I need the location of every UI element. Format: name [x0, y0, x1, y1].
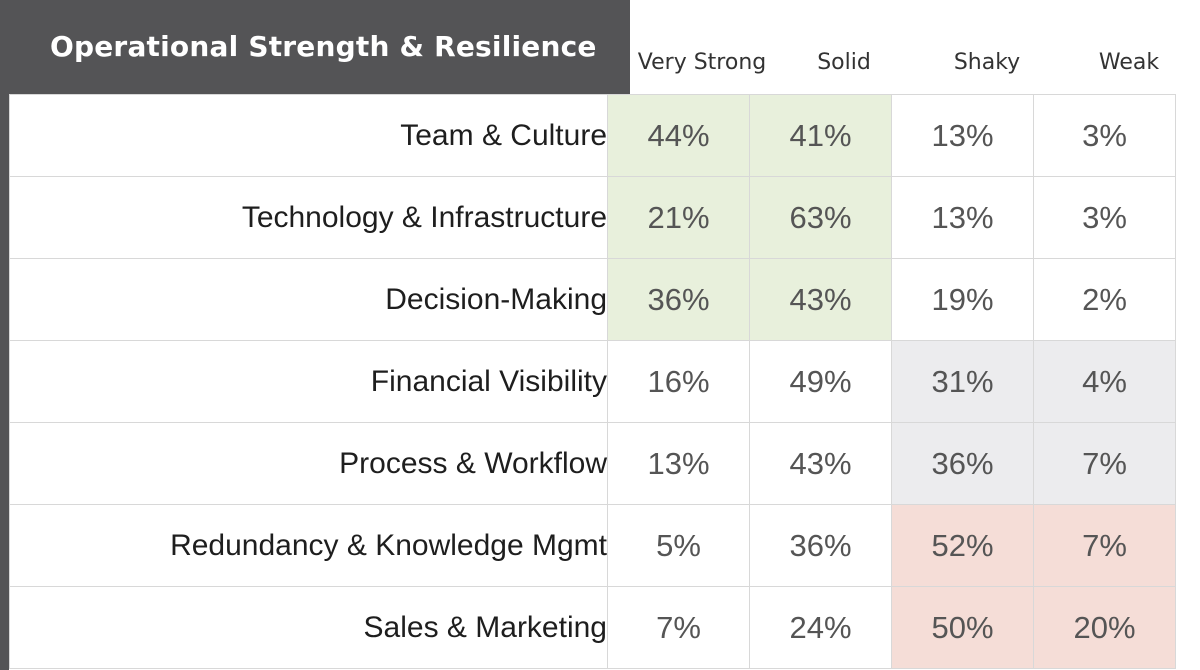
value-cell: 52%	[891, 504, 1034, 587]
title-bar: Operational Strength & Resilience	[0, 0, 630, 94]
data-table: Team & Culture 44% 41% 13% 3% Technology & In…	[9, 94, 1176, 669]
row-label: Sales & Marketing	[9, 586, 608, 669]
value-cell: 63%	[749, 176, 892, 259]
value-cell: 41%	[749, 94, 892, 177]
value-cell: 43%	[749, 422, 892, 505]
value-cell: 3%	[1033, 176, 1176, 259]
table-row: Process & Workflow 13% 43% 36% 7%	[9, 422, 1176, 505]
left-rule	[0, 94, 9, 670]
value-cell: 43%	[749, 258, 892, 341]
value-cell: 13%	[891, 176, 1034, 259]
row-label: Team & Culture	[9, 94, 608, 177]
table-row: Sales & Marketing 7% 24% 50% 20%	[9, 586, 1176, 669]
value-cell: 7%	[607, 586, 750, 669]
value-cell: 2%	[1033, 258, 1176, 341]
value-cell: 13%	[607, 422, 750, 505]
table-row: Financial Visibility 16% 49% 31% 4%	[9, 340, 1176, 423]
table-row: Redundancy & Knowledge Mgmt 5% 36% 52% 7%	[9, 504, 1176, 587]
column-header-solid: Solid	[817, 50, 871, 75]
value-cell: 31%	[891, 340, 1034, 423]
value-cell: 21%	[607, 176, 750, 259]
value-cell: 24%	[749, 586, 892, 669]
value-cell: 36%	[891, 422, 1034, 505]
row-label: Decision-Making	[9, 258, 608, 341]
table-row: Team & Culture 44% 41% 13% 3%	[9, 94, 1176, 177]
column-header-shaky: Shaky	[953, 50, 1021, 75]
column-header-weak: Weak	[1098, 50, 1160, 75]
table-row: Decision-Making 36% 43% 19% 2%	[9, 258, 1176, 341]
value-cell: 4%	[1033, 340, 1176, 423]
column-header-very-strong: Very Strong	[637, 50, 767, 75]
table-row: Technology & Infrastructure 21% 63% 13% 3%	[9, 176, 1176, 259]
value-cell: 7%	[1033, 504, 1176, 587]
value-cell: 7%	[1033, 422, 1176, 505]
row-label: Process & Workflow	[9, 422, 608, 505]
value-cell: 20%	[1033, 586, 1176, 669]
row-label: Redundancy & Knowledge Mgmt	[9, 504, 608, 587]
chart-title: Operational Strength & Resilience	[50, 30, 597, 63]
value-cell: 50%	[891, 586, 1034, 669]
value-cell: 16%	[607, 340, 750, 423]
value-cell: 36%	[749, 504, 892, 587]
value-cell: 3%	[1033, 94, 1176, 177]
row-label: Technology & Infrastructure	[9, 176, 608, 259]
value-cell: 49%	[749, 340, 892, 423]
value-cell: 13%	[891, 94, 1034, 177]
row-label: Financial Visibility	[9, 340, 608, 423]
value-cell: 19%	[891, 258, 1034, 341]
value-cell: 5%	[607, 504, 750, 587]
value-cell: 44%	[607, 94, 750, 177]
value-cell: 36%	[607, 258, 750, 341]
